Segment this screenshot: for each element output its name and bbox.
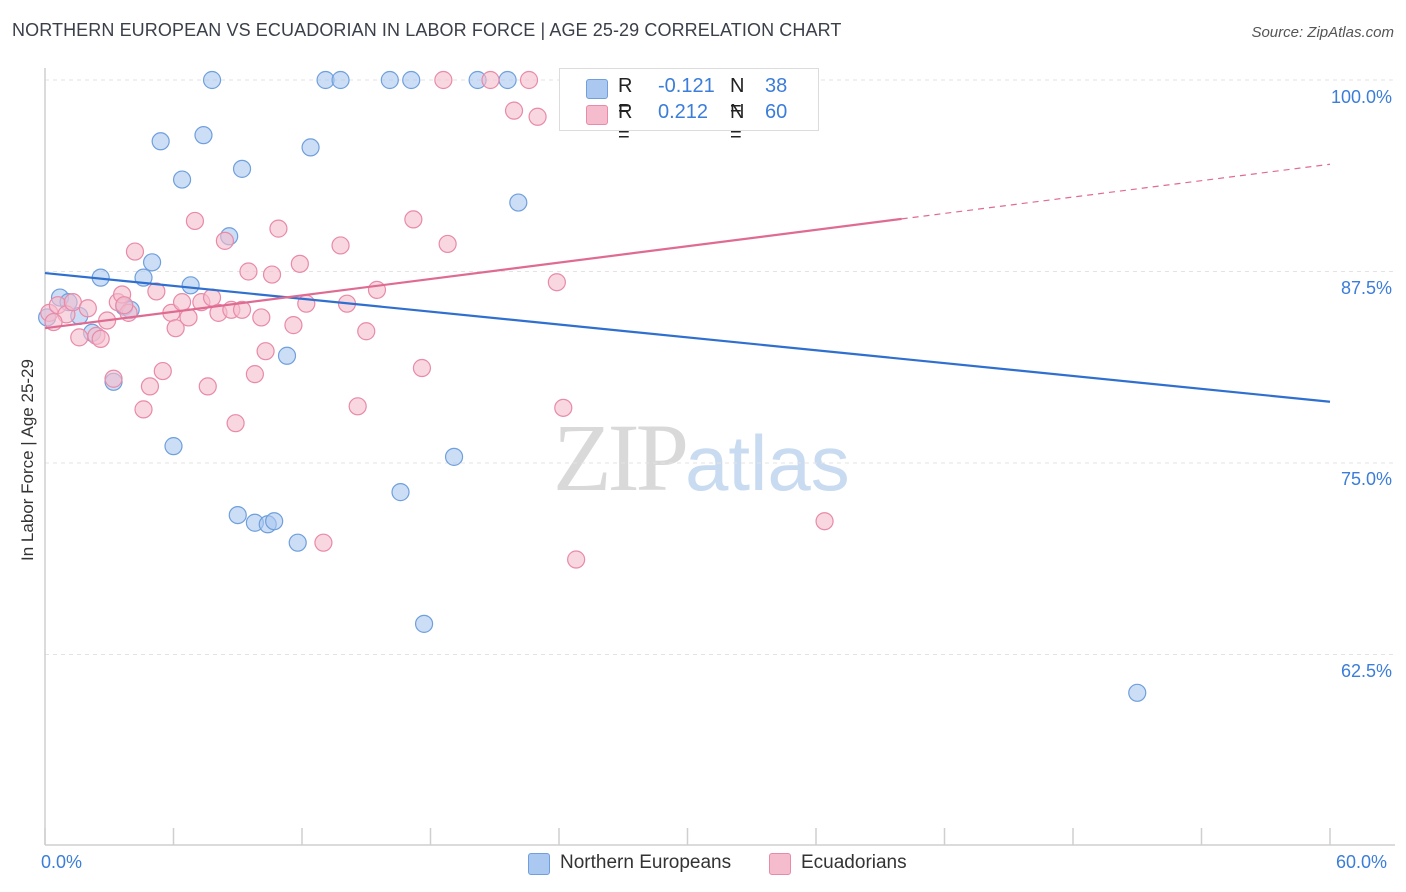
x-tick-label-max: 60.0% xyxy=(1336,852,1388,872)
northern-europeans-point xyxy=(151,132,170,151)
ecuadorians-point xyxy=(567,550,586,569)
northern-europeans-point xyxy=(444,447,464,466)
n-value: 38 xyxy=(765,75,788,97)
ecuadorians-point xyxy=(481,70,500,90)
ecuadorians-point xyxy=(815,512,834,531)
ecuadorians-point xyxy=(78,299,97,318)
ecuadorians-point xyxy=(290,254,309,273)
ecuadorians-point xyxy=(262,265,282,284)
ecuadorians-point xyxy=(134,400,153,419)
northern-europeans-point xyxy=(402,70,421,90)
watermark-zip: ZIP xyxy=(553,404,689,511)
ecuadorians-point xyxy=(172,293,192,312)
ecuadorians-point xyxy=(198,377,217,396)
n-value: 60 xyxy=(765,101,788,123)
blue-swatch-icon xyxy=(528,853,550,875)
northern-europeans-point xyxy=(509,193,528,212)
northern-europeans-point xyxy=(301,138,320,157)
ecuadorians-point xyxy=(153,361,172,381)
ecuadorians-point xyxy=(70,328,89,347)
ecuadorians-point xyxy=(357,322,376,341)
ecuadorians-point xyxy=(245,365,264,384)
ecuadorians-point xyxy=(239,262,258,281)
northern-europeans-point xyxy=(391,483,410,502)
northern-europeans-point xyxy=(194,126,213,145)
y-tick-label-100: 100.0% xyxy=(1330,87,1392,107)
ecuadorians-point xyxy=(252,308,271,327)
ecuadorians-point xyxy=(147,282,166,301)
ecuadorians-point xyxy=(140,377,160,396)
northern-europeans-point xyxy=(380,70,399,90)
northern-europeans-point xyxy=(288,533,307,552)
ecuadorians-point xyxy=(504,101,524,120)
x-tick-label-min: 0.0% xyxy=(41,852,83,872)
northern-europeans-point xyxy=(414,614,434,633)
n-label: N = xyxy=(730,75,745,120)
northern-europeans-point xyxy=(498,70,517,90)
northern-europeans-point xyxy=(232,159,252,178)
ecuadorians-point xyxy=(166,319,185,338)
northern-europeans-point xyxy=(331,70,350,90)
ecuadorians-point xyxy=(115,296,134,315)
ecuadorians-point xyxy=(438,234,457,254)
ecuadorians-point xyxy=(519,70,539,90)
ecuadorians-point xyxy=(91,329,110,349)
ecuadorians-point xyxy=(547,273,566,292)
pink-swatch-icon xyxy=(769,853,791,875)
blue-swatch-icon xyxy=(586,79,608,99)
legend-label: Ecuadorians xyxy=(801,852,907,873)
northern-europeans-point xyxy=(1128,683,1147,702)
ecuadorians-point xyxy=(256,342,275,361)
ecuadorians-point xyxy=(202,288,222,307)
trend-line-ecuadorians xyxy=(44,217,902,330)
n-label: N = xyxy=(730,101,745,146)
y-tick-label-75: 75.0% xyxy=(1340,469,1392,489)
source-label: Source: ZipAtlas.com xyxy=(1251,24,1394,41)
northern-europeans-point xyxy=(142,253,162,272)
trend-line-ecuadorians-extrapolated xyxy=(901,163,1331,220)
ecuadorians-point xyxy=(434,70,453,90)
stats-box: R = -0.121 N = 38 R = 0.212 N = 60 xyxy=(559,68,819,146)
northern-europeans-point xyxy=(181,276,200,295)
pink-swatch-icon xyxy=(586,105,608,125)
ecuadorians-point xyxy=(367,280,387,299)
ecuadorians-point xyxy=(314,533,333,552)
ecuadorians-point xyxy=(331,236,350,255)
ecuadorians-point xyxy=(226,414,245,433)
ecuadorians-point xyxy=(185,211,205,231)
northern-europeans-point xyxy=(277,346,297,365)
r-label: R = xyxy=(618,75,633,120)
northern-europeans-point xyxy=(164,437,183,456)
legend-label: Northern Europeans xyxy=(560,852,732,873)
y-tick-label-87-5: 87.5% xyxy=(1340,278,1392,298)
y-axis-label: In Labor Force | Age 25-29 xyxy=(18,359,37,561)
ecuadorians-point xyxy=(404,210,423,229)
northern-europeans-point xyxy=(265,512,284,531)
r-label: R = xyxy=(618,101,633,146)
northern-europeans-point xyxy=(202,70,222,90)
ecuadorians-point xyxy=(269,219,288,238)
chart-title: NORTHERN EUROPEAN VS ECUADORIAN IN LABOR… xyxy=(12,20,842,40)
ecuadorians-point xyxy=(554,398,573,417)
r-value: 0.212 xyxy=(658,101,709,123)
ecuadorians-point xyxy=(528,107,547,126)
y-tick-label-62-5: 62.5% xyxy=(1340,661,1392,681)
northern-europeans-point xyxy=(172,170,192,189)
trend-line-northern-europeans xyxy=(44,271,1331,403)
r-value: -0.121 xyxy=(658,75,715,97)
ecuadorians-point xyxy=(104,369,123,388)
ecuadorians-point xyxy=(125,242,145,261)
northern-europeans-point xyxy=(228,505,247,525)
ecuadorians-point xyxy=(215,231,234,250)
ecuadorians-point xyxy=(348,397,367,416)
ecuadorians-point xyxy=(284,316,303,335)
ecuadorians-point xyxy=(412,358,432,378)
ecuadorians-point xyxy=(232,300,252,319)
